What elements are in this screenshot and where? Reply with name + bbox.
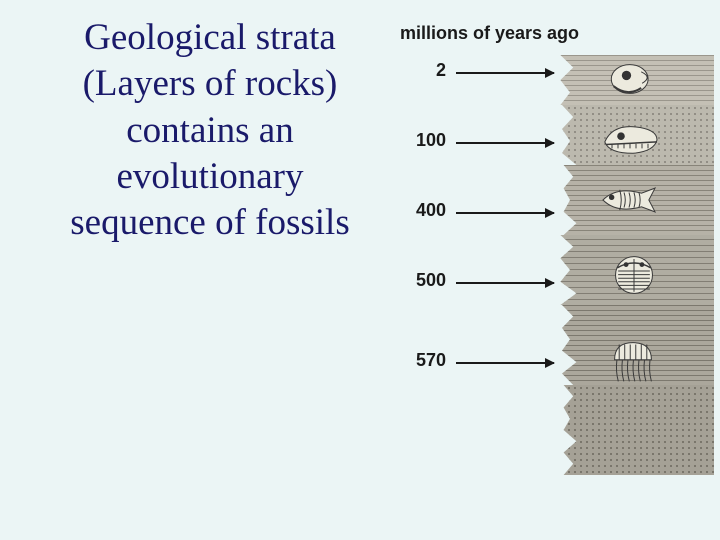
axis-title: millions of years ago <box>400 23 579 44</box>
arrow-400 <box>456 212 554 214</box>
arrow-100 <box>456 142 554 144</box>
age-label-500: 500 <box>396 270 446 291</box>
age-label-100: 100 <box>396 130 446 151</box>
age-label-2: 2 <box>396 60 446 81</box>
fossil-fish <box>598 183 660 217</box>
fossil-mammal-skull <box>609 61 655 97</box>
arrow-2 <box>456 72 554 74</box>
fossil-trilobite <box>612 255 656 295</box>
age-label-570: 570 <box>396 350 446 371</box>
strata-column <box>554 55 714 475</box>
arrow-500 <box>456 282 554 284</box>
age-label-400: 400 <box>396 200 446 221</box>
rock-layer-5 <box>554 385 714 475</box>
diagram-title: Geological strata (Layers of rocks) cont… <box>60 15 360 246</box>
fossil-reptile-skull <box>600 121 660 159</box>
fossil-jellyfish <box>610 339 656 385</box>
arrow-570 <box>456 362 554 364</box>
